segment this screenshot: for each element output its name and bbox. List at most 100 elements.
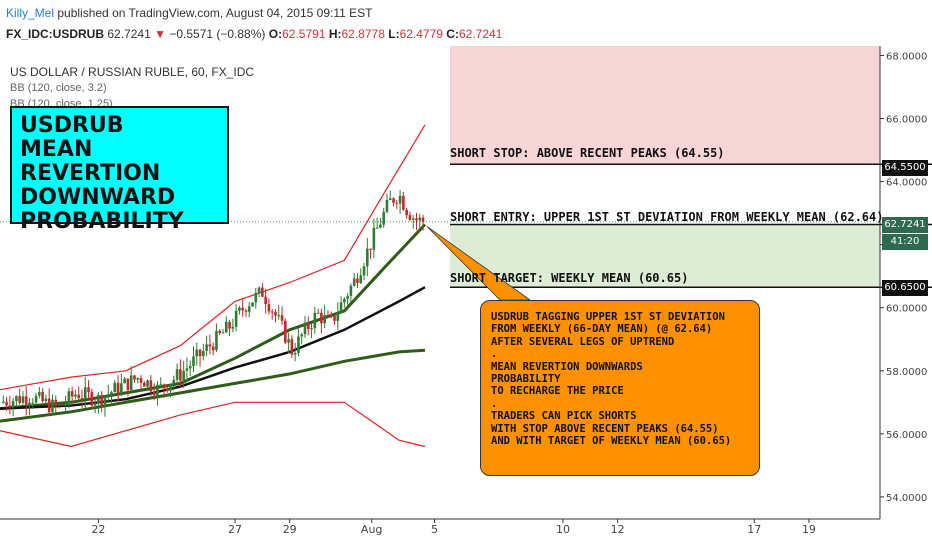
candle: [215, 330, 218, 351]
candle: [165, 388, 169, 391]
candle: [231, 326, 235, 329]
candle: [129, 375, 133, 391]
axes-layer: 54.000056.000058.000060.000062.000064.00…: [0, 46, 927, 536]
candle: [333, 315, 336, 321]
candle: [142, 382, 146, 387]
candle: [415, 218, 418, 221]
candle: [136, 378, 140, 380]
candle: [34, 395, 38, 403]
candle: [28, 402, 31, 405]
candle: [133, 375, 136, 380]
high-value: 62.8778: [341, 27, 385, 41]
current-price-tag: 62.7241: [882, 217, 928, 233]
candle: [70, 391, 74, 397]
candle: [83, 387, 87, 399]
candle: [254, 292, 258, 303]
candle: [120, 383, 123, 394]
candle: [202, 350, 205, 357]
symbol[interactable]: FX_IDC:USDRUB: [6, 27, 105, 41]
candle: [418, 217, 422, 221]
author-link[interactable]: Killy_Mel: [6, 6, 55, 20]
candle: [405, 209, 408, 216]
candle: [18, 396, 21, 403]
candle: [349, 285, 353, 296]
candle: [218, 330, 222, 334]
x-tick-label: 12: [611, 523, 625, 536]
candle: [329, 315, 333, 317]
candle: [198, 349, 202, 357]
candle: [113, 382, 117, 393]
x-tick-label: 27: [228, 523, 242, 536]
candle: [192, 356, 195, 366]
y-tick-label: 56.0000: [886, 430, 927, 441]
close-value: 62.7241: [458, 27, 503, 41]
candle: [388, 198, 392, 201]
candle: [287, 339, 290, 343]
candle: [372, 227, 376, 250]
candle: [162, 384, 166, 389]
candle: [313, 312, 317, 329]
candle: [152, 391, 156, 396]
indicator-legend-1[interactable]: BB (120, close, 3.2): [10, 82, 107, 94]
high-label: H:: [328, 27, 342, 41]
band-line: [0, 223, 427, 411]
price-chart[interactable]: 54.000056.000058.000060.000062.000064.00…: [0, 46, 932, 550]
short-entry-label: SHORT ENTRY: UPPER 1ST ST DEVIATION FROM…: [450, 210, 884, 224]
callout-line: PROBABILITY: [491, 373, 561, 386]
callout-line: .: [491, 397, 498, 410]
candle: [228, 321, 231, 329]
callout-line: .: [491, 348, 498, 361]
x-tick-label: Aug: [361, 523, 382, 536]
y-tick-label: 54.0000: [886, 493, 927, 504]
candle: [195, 349, 199, 357]
candle: [300, 334, 304, 337]
countdown-tag: 41:20: [882, 234, 928, 250]
quote-line: FX_IDC:USDRUB 62.7241 ▼ −0.5571 (−0.88%)…: [6, 27, 502, 41]
candle: [77, 394, 81, 399]
candle: [421, 217, 425, 223]
candle: [185, 368, 189, 371]
candle: [74, 394, 77, 397]
x-tick-label: 29: [283, 523, 297, 536]
stop-zone: [450, 46, 880, 165]
callout-line: USDRUB TAGGING UPPER 1ST ST DEVIATION: [491, 311, 725, 323]
candle: [264, 296, 267, 305]
candle: [241, 307, 244, 311]
candle: [15, 396, 18, 402]
band-line: [0, 348, 426, 423]
candle: [80, 398, 84, 400]
candle: [110, 392, 113, 395]
candle: [126, 378, 130, 391]
candle: [385, 200, 389, 212]
change-text: −0.5571 (−0.88%): [169, 27, 266, 41]
candle: [156, 384, 159, 396]
target-zone: [450, 224, 880, 288]
candle: [159, 384, 162, 386]
y-tick-label: 60.0000: [886, 304, 927, 315]
x-tick-label: 22: [91, 523, 105, 536]
candle: [103, 396, 107, 406]
candle: [1, 401, 5, 403]
candle: [366, 248, 369, 267]
candle: [5, 401, 8, 406]
candle: [306, 322, 310, 329]
candle: [238, 307, 241, 311]
level-lines-layer: [0, 163, 932, 301]
candle: [106, 394, 110, 397]
candle: [336, 313, 340, 321]
candle: [224, 321, 228, 333]
candle: [392, 198, 395, 203]
callout-line: AND WITH TARGET OF WEEKLY MEAN (60.65): [491, 435, 732, 448]
candle: [221, 332, 225, 334]
callout-line: TRADERS CAN PICK SHORTS: [491, 410, 637, 423]
header: Killy_Mel published on TradingView.com, …: [0, 0, 932, 46]
callout-line: FROM WEEKLY (66-DAY MEAN) (@ 62.64): [491, 323, 713, 336]
candle: [90, 392, 94, 406]
candle: [44, 398, 48, 402]
open-value: 62.5791: [282, 27, 326, 41]
candle: [293, 353, 297, 355]
band-line: [0, 286, 426, 410]
y-tick-label: 58.0000: [886, 367, 927, 378]
candle: [67, 391, 71, 404]
candle: [323, 314, 326, 324]
